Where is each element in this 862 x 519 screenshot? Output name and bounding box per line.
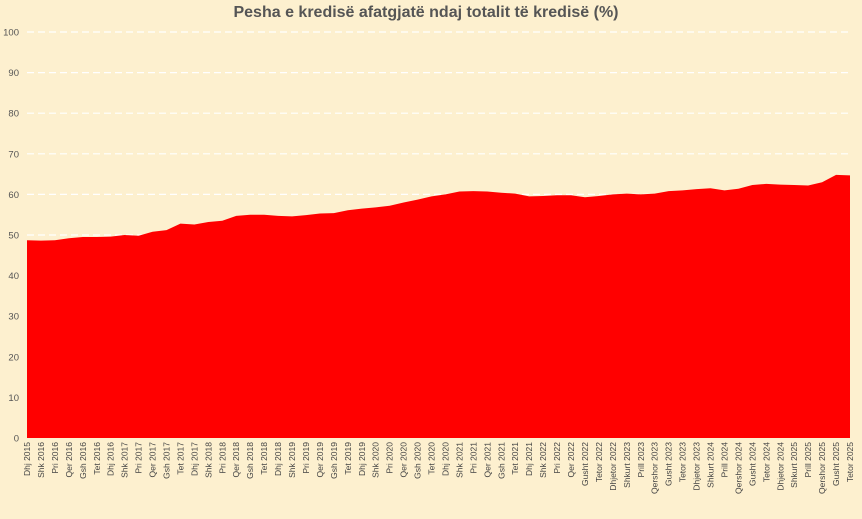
x-tick-label: Tet 2019 [343, 442, 353, 475]
x-tick-label: Shk 2021 [454, 442, 464, 478]
y-tick-label: 30 [8, 312, 19, 323]
x-tick-label: Qer 2020 [399, 442, 409, 478]
x-tick-label: Prill 2023 [636, 442, 646, 478]
x-tick-label: Dhj 2018 [273, 442, 283, 476]
y-tick-label: 90 [8, 68, 19, 79]
x-tick-label: Gsh 2020 [413, 442, 423, 479]
x-tick-label: Shk 2016 [36, 442, 46, 478]
x-tick-label: Gusht 2024 [747, 442, 757, 486]
y-tick-label: 50 [8, 231, 19, 242]
x-tick-label: Gsh 2021 [496, 442, 506, 479]
x-tick-label: Dhj 2020 [440, 442, 450, 476]
x-tick-label: Tet 2021 [510, 442, 520, 475]
x-tick-label: Gsh 2019 [329, 442, 339, 479]
y-tick-label: 40 [8, 271, 19, 282]
x-tick-label: Shk 2020 [371, 442, 381, 478]
x-tick-label: Tet 2020 [427, 442, 437, 475]
x-tick-label: Gsh 2017 [161, 442, 171, 479]
x-tick-label: Dhj 2019 [357, 442, 367, 476]
x-tick-label: Gsh 2018 [245, 442, 255, 479]
y-tick-label: 60 [8, 190, 19, 201]
x-tick-label: Pri 2022 [552, 442, 562, 474]
x-tick-label: Qer 2019 [315, 442, 325, 478]
x-tick-label: Prill 2025 [803, 442, 813, 478]
x-tick-label: Qer 2016 [64, 442, 74, 478]
x-tick-label: Qer 2017 [148, 442, 158, 478]
x-tick-label: Tet 2018 [259, 442, 269, 475]
x-tick-label: Dhj 2017 [189, 442, 199, 476]
x-tick-label: Qer 2018 [231, 442, 241, 478]
x-tick-label: Tetor 2023 [678, 442, 688, 482]
x-tick-label: Pri 2016 [50, 442, 60, 474]
x-tick-label: Tet 2017 [175, 442, 185, 475]
y-tick-label: 100 [3, 28, 19, 39]
x-tick-label: Qershor 2023 [650, 442, 660, 494]
area-fill [27, 174, 850, 438]
x-tick-label: Shk 2019 [287, 442, 297, 478]
y-axis-ticks: 0 10 20 30 40 50 60 70 80 90 100 [3, 28, 19, 445]
y-tick-label: 10 [8, 393, 19, 404]
x-tick-label: Shkurt 2024 [706, 442, 716, 488]
x-tick-label: Gusht 2022 [580, 442, 590, 486]
x-tick-label: Qer 2022 [566, 442, 576, 478]
x-tick-label: Shk 2017 [120, 442, 130, 478]
x-tick-label: Pri 2017 [134, 442, 144, 474]
x-tick-label: Pri 2019 [301, 442, 311, 474]
y-tick-label: 70 [8, 149, 19, 160]
x-tick-label: Dhj 2021 [524, 442, 534, 476]
x-tick-label: Prill 2024 [719, 442, 729, 478]
y-tick-label: 80 [8, 109, 19, 120]
x-tick-label: Shk 2022 [538, 442, 548, 478]
x-tick-label: Tetor 2025 [845, 442, 855, 482]
x-tick-label: Dhjetor 2022 [608, 442, 618, 491]
x-tick-label: Dhjetor 2023 [692, 442, 702, 491]
x-tick-label: Tetor 2024 [761, 442, 771, 482]
area-series [27, 174, 850, 438]
x-tick-label: Qershor 2024 [733, 442, 743, 494]
x-tick-label: Gusht 2025 [831, 442, 841, 486]
x-tick-label: Shk 2018 [203, 442, 213, 478]
x-tick-label: Shkurt 2025 [789, 442, 799, 488]
x-tick-label: Tetor 2022 [594, 442, 604, 482]
x-tick-label: Gsh 2016 [78, 442, 88, 479]
x-tick-label: Dhj 2015 [22, 442, 32, 476]
x-tick-label: Tet 2016 [92, 442, 102, 475]
x-tick-label: Pri 2018 [217, 442, 227, 474]
x-tick-label: Qershor 2025 [817, 442, 827, 494]
x-tick-label: Dhjetor 2024 [775, 442, 785, 491]
x-axis-ticks: Dhj 2015 Shk 2016 Pri 2016 Qer 2016 Gsh 2016… [22, 442, 855, 494]
y-tick-label: 20 [8, 352, 19, 363]
chart-title: Pesha e kredisë afatgjatë ndaj totalit t… [233, 4, 618, 21]
x-tick-label: Qer 2021 [482, 442, 492, 478]
x-tick-label: Pri 2020 [385, 442, 395, 474]
x-tick-label: Pri 2021 [468, 442, 478, 474]
y-tick-label: 0 [14, 434, 19, 445]
x-tick-label: Shkurt 2023 [622, 442, 632, 488]
x-tick-label: Gusht 2023 [664, 442, 674, 486]
x-tick-label: Dhj 2016 [106, 442, 116, 476]
